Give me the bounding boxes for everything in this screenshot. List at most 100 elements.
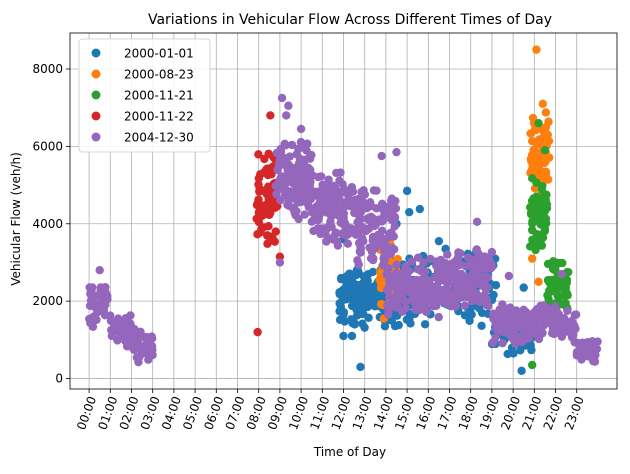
data-point <box>389 301 398 310</box>
data-point <box>570 321 579 330</box>
data-point <box>474 292 484 301</box>
data-point <box>489 290 498 300</box>
data-point <box>383 310 393 319</box>
data-point <box>355 247 365 256</box>
data-point <box>370 282 379 292</box>
data-point <box>287 187 296 197</box>
data-point <box>332 201 342 210</box>
data-point <box>287 140 297 150</box>
data-point <box>533 235 542 245</box>
data-point <box>390 213 400 222</box>
data-point <box>324 175 333 184</box>
data-point <box>474 303 484 313</box>
data-point <box>437 276 446 285</box>
data-point <box>300 160 309 170</box>
data-point <box>542 203 552 213</box>
data-point <box>353 299 363 308</box>
data-point <box>85 314 94 324</box>
data-point <box>517 337 526 347</box>
data-point <box>498 338 507 348</box>
data-point <box>276 196 285 205</box>
data-point <box>354 238 364 248</box>
data-point <box>472 268 481 278</box>
legend-marker <box>91 90 101 100</box>
data-point <box>408 296 417 305</box>
data-point <box>372 291 382 301</box>
data-point <box>541 108 551 117</box>
data-point <box>465 288 475 297</box>
data-point <box>420 320 430 329</box>
data-point <box>521 307 531 317</box>
data-point <box>332 168 341 178</box>
data-point <box>368 217 377 227</box>
data-point <box>535 136 544 146</box>
y-axis-label: Vehicular Flow (veh/h) <box>9 152 23 286</box>
data-point <box>383 202 392 212</box>
data-point <box>451 302 460 311</box>
data-point <box>335 176 344 185</box>
data-point <box>497 306 506 315</box>
data-point <box>552 309 561 318</box>
data-point <box>295 154 305 163</box>
data-point <box>308 171 317 180</box>
data-point <box>527 360 537 370</box>
data-point <box>530 125 540 135</box>
data-point <box>590 357 600 366</box>
data-point <box>489 309 498 318</box>
data-point <box>314 191 323 201</box>
data-point <box>307 150 316 160</box>
data-point <box>330 230 340 239</box>
data-point <box>289 204 298 214</box>
data-point <box>531 245 540 255</box>
legend-label: 2004-12-30 <box>124 131 194 145</box>
data-point <box>537 241 547 250</box>
data-point <box>353 199 363 209</box>
data-point <box>300 210 309 219</box>
data-point <box>360 190 370 199</box>
data-point <box>443 250 452 259</box>
data-point <box>296 124 306 134</box>
data-point <box>134 331 143 340</box>
data-point <box>284 160 293 170</box>
y-tick-label: 8000 <box>32 62 63 76</box>
data-point <box>121 319 130 328</box>
data-point <box>254 199 264 209</box>
data-point <box>456 272 466 281</box>
data-point <box>404 266 414 276</box>
chart-title: Variations in Vehicular Flow Across Diff… <box>148 12 552 28</box>
data-point <box>306 194 316 204</box>
data-point <box>541 131 550 141</box>
data-point <box>372 186 381 195</box>
data-point <box>347 331 357 341</box>
data-point <box>517 366 526 376</box>
data-point <box>290 167 300 177</box>
legend-marker <box>91 132 101 142</box>
data-point <box>452 256 461 265</box>
data-point <box>314 212 324 222</box>
data-point <box>351 225 361 234</box>
data-point <box>280 139 289 149</box>
data-point <box>585 352 594 361</box>
data-point <box>343 239 353 248</box>
data-point <box>390 282 400 292</box>
data-point <box>556 321 566 331</box>
data-point <box>398 307 407 316</box>
data-point <box>294 144 303 154</box>
data-point <box>253 327 262 337</box>
data-point <box>413 253 423 262</box>
data-point <box>455 290 465 299</box>
data-point <box>366 254 376 263</box>
data-point <box>530 147 539 156</box>
data-point <box>538 99 547 109</box>
data-point <box>463 253 473 262</box>
data-point <box>140 345 149 354</box>
data-point <box>360 323 369 332</box>
data-point <box>519 283 528 292</box>
data-point <box>252 214 261 223</box>
data-point <box>540 146 550 155</box>
data-point <box>336 273 346 283</box>
data-point <box>339 331 348 341</box>
y-tick-label: 2000 <box>32 294 63 308</box>
